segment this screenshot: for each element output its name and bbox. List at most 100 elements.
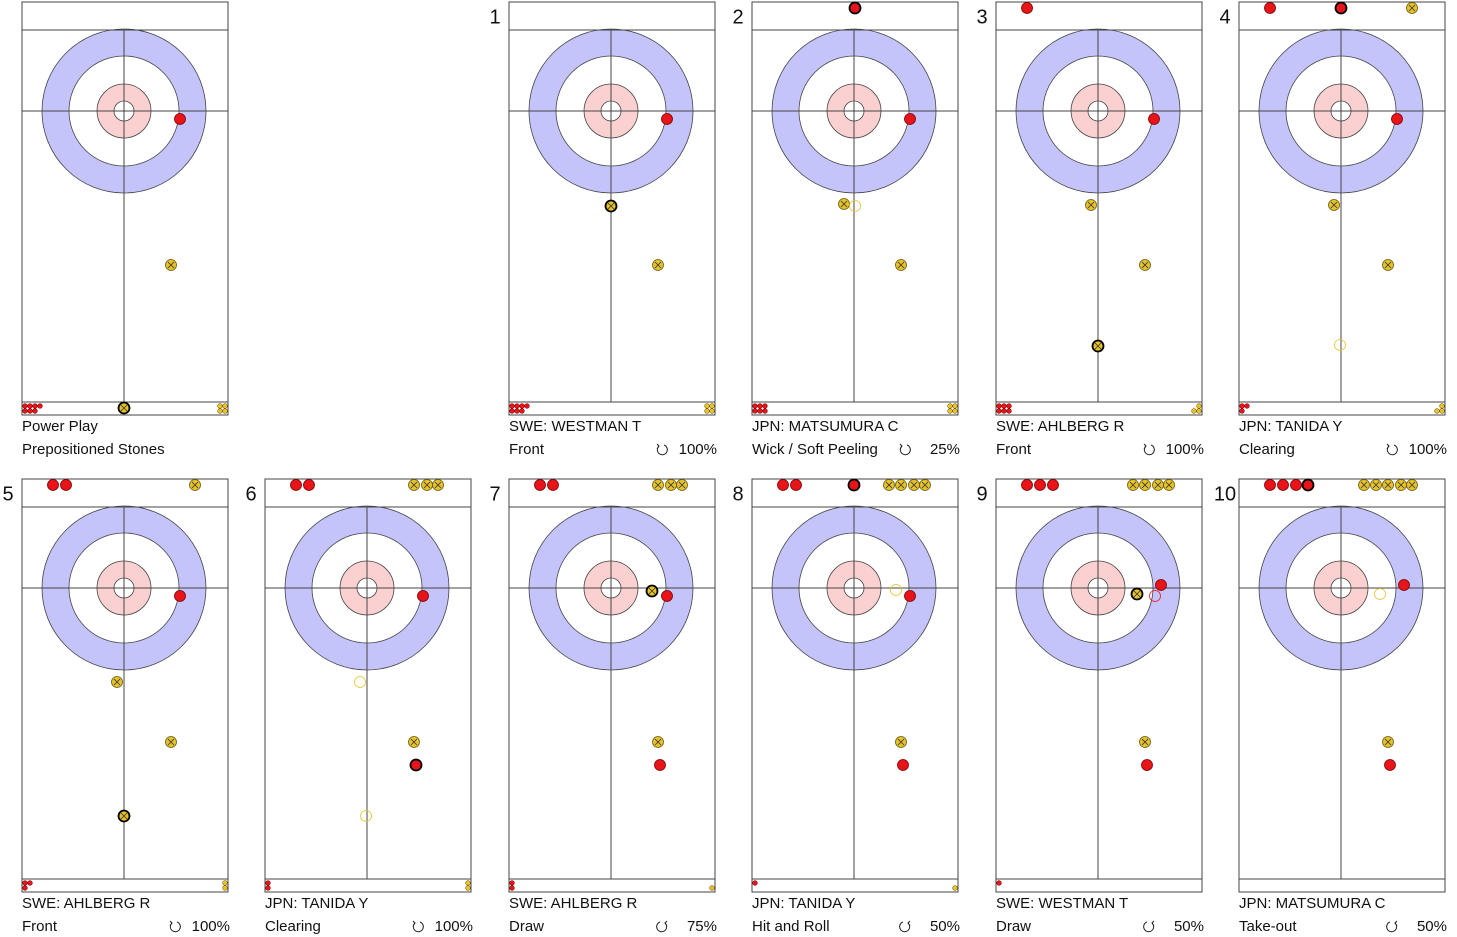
remaining-stone (27, 408, 33, 414)
player-name: SWE: AHLBERG R (996, 418, 1125, 435)
remaining-stone (752, 403, 758, 409)
stone-cross (167, 738, 175, 746)
remaining-stone (1239, 408, 1245, 414)
stone-cross (1397, 481, 1405, 489)
stone (1374, 588, 1386, 600)
stone-cross (410, 481, 418, 489)
shot-number: 7 (489, 483, 500, 505)
remaining-stone (217, 408, 223, 414)
stone (1391, 113, 1403, 125)
remaining-stone (465, 880, 471, 886)
rotation-arrowhead (899, 443, 903, 450)
remaining-stone (32, 408, 38, 414)
shot-percent: 100% (1409, 441, 1447, 458)
remaining-stone (996, 408, 1002, 414)
stone-cross (434, 481, 442, 489)
shot-number: 6 (245, 483, 256, 505)
player-name: SWE: AHLBERG R (22, 895, 151, 912)
remaining-stone (32, 403, 38, 409)
stone-cross (1141, 738, 1149, 746)
rotation-arrowhead (1143, 443, 1147, 450)
shot-type: Front (22, 918, 58, 935)
stone (904, 590, 916, 602)
shot-panel: 7 SWE: AHLBERG R Draw 75% (489, 478, 717, 935)
shot-type: Wick / Soft Peeling (752, 441, 878, 458)
shot-percent: 25% (930, 441, 960, 458)
stone-cross (1408, 4, 1416, 12)
remaining-stone (947, 403, 953, 409)
stone (1034, 479, 1046, 491)
stone (1301, 478, 1315, 492)
remaining-stone (222, 885, 228, 891)
player-name: SWE: AHLBERG R (509, 895, 638, 912)
stone (1264, 479, 1276, 491)
shot-panel: 2 JPN: MATSUMURA C Wick / Soft Peeling 25% (732, 1, 960, 458)
remaining-stone (1001, 408, 1007, 414)
remaining-stone (465, 885, 471, 891)
stone (654, 759, 666, 771)
stone (1290, 479, 1302, 491)
stone-cross (1408, 481, 1416, 489)
stone (1155, 579, 1167, 591)
remaining-stone (265, 880, 271, 886)
remaining-stone (1239, 403, 1245, 409)
stone (174, 590, 186, 602)
stone (904, 113, 916, 125)
remaining-stone (762, 403, 768, 409)
stone (1384, 759, 1396, 771)
remaining-stone (509, 408, 515, 414)
remaining-stone (509, 880, 515, 886)
stone-cross (120, 812, 128, 820)
player-name: SWE: WESTMAN T (509, 418, 641, 435)
stone-cross (921, 481, 929, 489)
shot-percent: 50% (1417, 918, 1447, 935)
stone (354, 676, 366, 688)
stone (417, 590, 429, 602)
shot-type: Draw (996, 918, 1031, 935)
stone-cross (910, 481, 918, 489)
shot-number: 4 (1219, 6, 1230, 28)
remaining-stone (1244, 403, 1250, 409)
player-name: JPN: TANIDA Y (265, 895, 368, 912)
remaining-stone (222, 403, 228, 409)
shot-type: Draw (509, 918, 544, 935)
stone-cross (648, 587, 656, 595)
stone (1047, 479, 1059, 491)
remaining-stone (757, 403, 763, 409)
stone-cross (191, 481, 199, 489)
rotation-arrowhead (907, 920, 911, 927)
stone (1141, 759, 1153, 771)
rotation-arrowhead (1151, 920, 1155, 927)
shot-panel: 3 SWE: AHLBERG R Front 100% (976, 1, 1204, 458)
stone (847, 478, 861, 492)
shot-number: 2 (732, 6, 743, 28)
stone (174, 113, 186, 125)
shot-panel: 9 SWE: WESTMAN T Draw 50% (976, 478, 1204, 935)
stone-cross (1330, 201, 1338, 209)
shot-panel: 10 JPN: MATSUMURA C Take-out 50% (1214, 478, 1447, 935)
stone (661, 113, 673, 125)
stone (848, 1, 862, 15)
remaining-stone (1434, 408, 1440, 414)
stone-cross (897, 738, 905, 746)
remaining-stone (1196, 403, 1202, 409)
stone (1334, 339, 1346, 351)
stone-cross (1384, 261, 1392, 269)
stone-cross (840, 200, 848, 208)
shot-panel: 5 SWE: AHLBERG R Front 100% (2, 478, 230, 935)
remaining-stone (509, 403, 515, 409)
shot-panel: 8 JPN: TANIDA Y Hit and Roll 50% (732, 478, 960, 935)
remaining-stone (514, 403, 520, 409)
remaining-stone (704, 408, 710, 414)
rotation-arrowhead (1386, 443, 1390, 450)
stone-cross (1384, 481, 1392, 489)
stone (409, 758, 423, 772)
stone-cross (410, 738, 418, 746)
rotation-arrowhead (169, 920, 173, 927)
stone (661, 590, 673, 602)
stone (897, 759, 909, 771)
remaining-stone (37, 403, 43, 409)
stone-cross (897, 481, 905, 489)
remaining-stone (1191, 408, 1197, 414)
